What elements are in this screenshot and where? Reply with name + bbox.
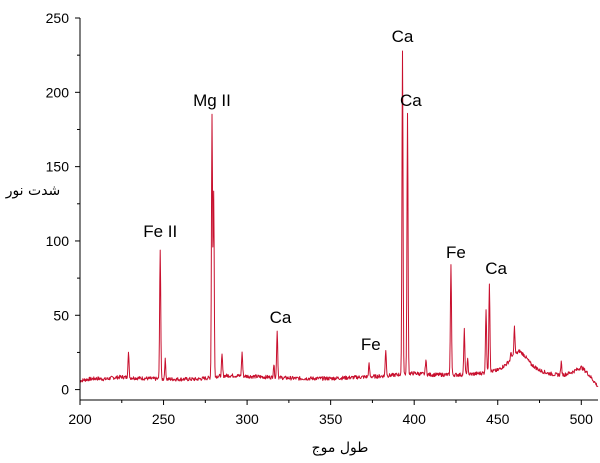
y-tick-label: 250 [46, 10, 70, 26]
peak-label: Ca [270, 308, 292, 327]
y-tick-label: 50 [53, 307, 69, 323]
peak-label: Ca [485, 259, 507, 278]
axes: 200 250 300 350 400 450 500 0 50 100 150 200 250 [46, 10, 598, 427]
annotations: Fe II Mg II Ca Fe Ca Ca Fe Ca [143, 27, 507, 354]
peak-label: Fe [446, 243, 466, 262]
y-tick-label: 200 [46, 84, 70, 100]
peak-label: Ca [392, 27, 414, 46]
x-tick-label: 200 [68, 411, 92, 427]
spectrum-line [79, 50, 599, 388]
x-tick-label: 250 [152, 411, 176, 427]
x-tick-label: 400 [403, 411, 427, 427]
x-tick-label: 450 [486, 411, 510, 427]
y-tick-label: 150 [46, 159, 70, 175]
plot-area [79, 50, 599, 388]
x-axis-title: طول موج [312, 440, 369, 456]
x-tick-label: 350 [319, 411, 343, 427]
peak-label: Ca [400, 91, 422, 110]
peak-label: Mg II [193, 91, 231, 110]
peak-label: Fe II [143, 222, 177, 241]
y-tick-label: 0 [61, 382, 69, 398]
y-axis-title: شدت نور [5, 183, 61, 199]
peak-label: Fe [361, 335, 381, 354]
x-tick-label: 500 [570, 411, 594, 427]
x-tick-label: 300 [235, 411, 259, 427]
y-tick-label: 100 [46, 233, 70, 249]
